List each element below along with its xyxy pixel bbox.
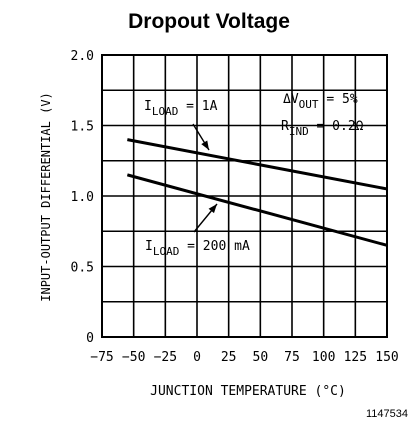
x-tick-label: −75: [90, 350, 113, 365]
arrow-1a: [192, 123, 210, 151]
x-tick-label: −25: [154, 350, 177, 365]
x-tick-label: 25: [221, 350, 237, 365]
figure-id: 1147534: [365, 408, 408, 420]
x-tick-label: 0: [193, 350, 201, 365]
series-line-1a: [127, 138, 388, 191]
y-tick-labels: 0 0.5 1.0 1.5 2.0: [71, 49, 94, 346]
x-tick-label: 100: [312, 350, 335, 365]
x-tick-label: 50: [253, 350, 269, 365]
label-iload-200ma: ILOAD = 200 mA: [145, 239, 250, 258]
y-tick-label: 1.0: [71, 190, 94, 205]
x-tick-label: 150: [375, 350, 398, 365]
label-r-ind: RIND = 0.2Ω: [281, 119, 364, 138]
x-tick-label: 75: [284, 350, 300, 365]
chart-title: Dropout Voltage: [128, 10, 290, 33]
series-line-200ma: [126, 173, 388, 247]
x-tick-labels: −75 −50 −25 0 25 50 75 100 125 150: [90, 350, 398, 365]
y-tick-label: 0.5: [71, 261, 94, 276]
x-tick-label: 125: [344, 350, 367, 365]
x-tick-label: −50: [122, 350, 145, 365]
x-axis-label: JUNCTION TEMPERATURE (°C): [150, 384, 346, 399]
plot-frame: [101, 54, 388, 338]
series-lines: [126, 138, 388, 247]
annotations: ILOAD = 1A ILOAD = 200 mA ΔVOUT = 5% RIND =…: [144, 92, 364, 258]
label-delta-vout: ΔVOUT = 5%: [283, 92, 358, 111]
y-axis-label: INPUT-OUTPUT DIFFERENTIAL (V): [39, 92, 53, 302]
y-tick-label: 2.0: [71, 49, 94, 64]
arrow-200ma: [193, 203, 218, 233]
y-tick-label: 0: [86, 331, 94, 346]
label-iload-1a: ILOAD = 1A: [144, 99, 218, 118]
y-tick-label: 1.5: [71, 120, 94, 135]
annotation-arrows: [192, 123, 218, 233]
